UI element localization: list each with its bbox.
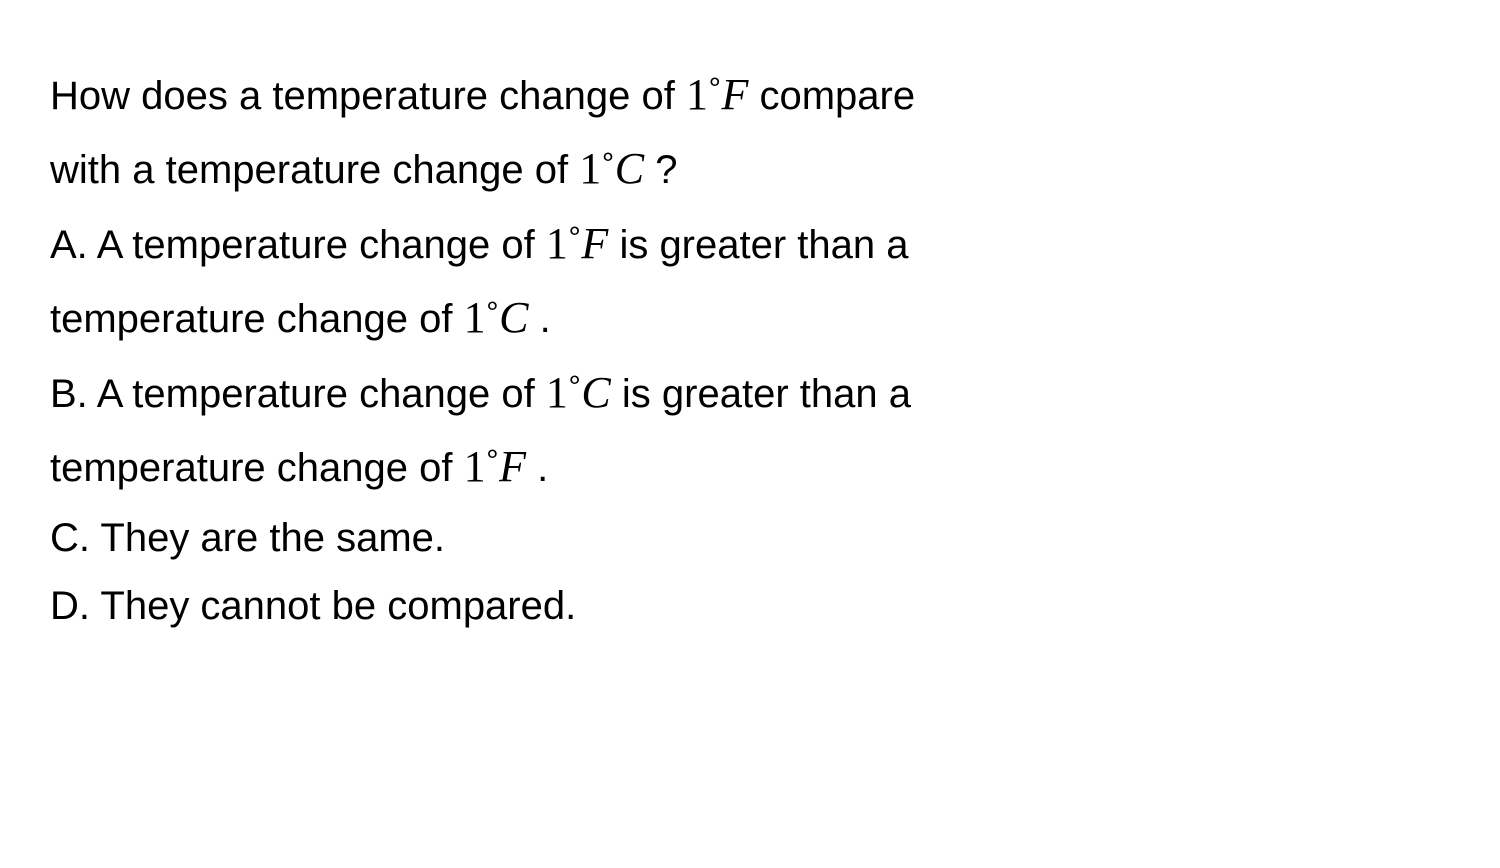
question-text-pre: with a temperature change of: [50, 148, 579, 192]
math-unit: F: [721, 70, 748, 119]
degree-symbol: ∘: [484, 439, 502, 470]
math-unit: C: [581, 368, 610, 417]
degree-symbol: ∘: [706, 67, 724, 98]
math-number: 1: [464, 442, 486, 491]
question-text-post: ?: [655, 148, 677, 192]
temperature-1C: 1∘C: [546, 368, 611, 417]
option-c-text: C. They are the same.: [50, 516, 445, 560]
question-line-1: How does a temperature change of 1∘F com…: [50, 60, 1450, 130]
option-a-pre2: temperature change of: [50, 297, 464, 341]
question-block: How does a temperature change of 1∘F com…: [50, 60, 1450, 638]
math-number: 1: [579, 144, 601, 193]
question-text-pre: How does a temperature change of: [50, 74, 686, 118]
math-number: 1: [546, 368, 568, 417]
degree-symbol: ∘: [484, 291, 502, 322]
math-unit: C: [615, 144, 644, 193]
math-unit: F: [581, 219, 608, 268]
math-number: 1: [464, 293, 486, 342]
math-number: 1: [686, 70, 708, 119]
temperature-1F: 1∘F: [546, 219, 608, 268]
option-c: C. They are the same.: [50, 506, 1450, 570]
math-unit: C: [499, 293, 528, 342]
degree-symbol: ∘: [599, 142, 617, 173]
math-unit: F: [499, 442, 526, 491]
option-b-pre2: temperature change of: [50, 446, 464, 490]
option-a-pre: A. A temperature change of: [50, 223, 546, 267]
degree-symbol: ∘: [566, 216, 584, 247]
option-b-post: is greater than a: [622, 372, 911, 416]
option-d: D. They cannot be compared.: [50, 574, 1450, 638]
temperature-1F: 1∘F: [464, 442, 526, 491]
question-text-post: compare: [759, 74, 915, 118]
option-a-post2: .: [540, 297, 551, 341]
option-a-line-2: temperature change of 1∘C .: [50, 283, 1450, 353]
option-a-post: is greater than a: [619, 223, 908, 267]
temperature-1F: 1∘F: [686, 70, 748, 119]
option-b-post2: .: [537, 446, 548, 490]
temperature-1C: 1∘C: [464, 293, 529, 342]
temperature-1C: 1∘C: [579, 144, 644, 193]
degree-symbol: ∘: [566, 365, 584, 396]
option-d-text: D. They cannot be compared.: [50, 584, 576, 628]
option-b-line-2: temperature change of 1∘F .: [50, 432, 1450, 502]
question-line-2: with a temperature change of 1∘C ?: [50, 134, 1450, 204]
math-number: 1: [546, 219, 568, 268]
option-b-pre: B. A temperature change of: [50, 372, 546, 416]
option-a-line-1: A. A temperature change of 1∘F is greate…: [50, 209, 1450, 279]
option-b-line-1: B. A temperature change of 1∘C is greate…: [50, 358, 1450, 428]
